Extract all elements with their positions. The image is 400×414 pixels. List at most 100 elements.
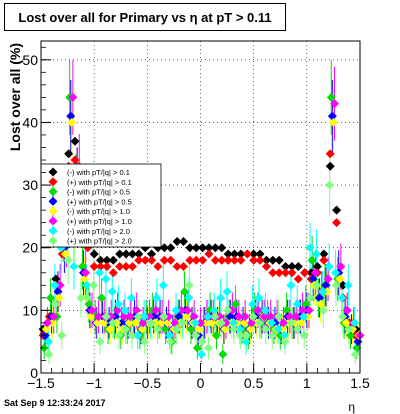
- data-point: [291, 312, 301, 322]
- data-point: [312, 280, 322, 290]
- data-point: [127, 249, 137, 259]
- data-point: [166, 243, 176, 253]
- data-point: [163, 318, 173, 328]
- data-point: [190, 318, 200, 328]
- data-point: [260, 305, 270, 315]
- data-point: [182, 312, 192, 322]
- data-point: [266, 312, 276, 322]
- data-point: [242, 330, 252, 340]
- data-point: [121, 262, 131, 272]
- data-point: [60, 249, 70, 259]
- data-point: [55, 280, 65, 290]
- data-point: [184, 293, 194, 303]
- data-point: [210, 243, 220, 253]
- data-point: [120, 305, 130, 315]
- data-point: [151, 305, 161, 315]
- data-point: [133, 312, 143, 322]
- data-point: [132, 305, 142, 315]
- data-point: [194, 324, 204, 334]
- data-point: [248, 312, 258, 322]
- data-point: [89, 280, 99, 290]
- data-point: [42, 318, 52, 328]
- data-point: [292, 299, 302, 309]
- data-point: [335, 274, 345, 284]
- data-point: [293, 274, 303, 284]
- data-point: [280, 330, 290, 340]
- data-point: [108, 255, 118, 265]
- data-point: [231, 299, 241, 309]
- data-point: [261, 262, 271, 272]
- data-point: [172, 324, 182, 334]
- chart-title-box: Lost over all for Primary vs η at pT > 0…: [4, 3, 286, 31]
- data-point: [92, 318, 102, 328]
- data-point: [77, 262, 87, 272]
- x-tick-label: −0.5: [134, 375, 162, 391]
- data-point: [209, 305, 219, 315]
- data-point: [69, 262, 79, 272]
- data-point: [165, 330, 175, 340]
- y-tick-label: 20: [22, 240, 38, 256]
- data-point: [172, 236, 182, 246]
- data-point: [64, 149, 74, 159]
- data-point: [325, 149, 335, 159]
- legend-label: (+) with pT/|q| > 0.1: [67, 178, 132, 187]
- data-point: [287, 262, 297, 272]
- data-point: [216, 318, 226, 328]
- data-point: [287, 268, 297, 278]
- data-point: [326, 92, 336, 102]
- data-point: [220, 324, 230, 334]
- data-point: [66, 111, 76, 121]
- data-point: [255, 318, 265, 328]
- data-point: [96, 262, 106, 272]
- data-point: [274, 268, 284, 278]
- data-point: [253, 305, 263, 315]
- data-point: [342, 305, 352, 315]
- data-point: [50, 299, 60, 309]
- data-point: [137, 324, 147, 334]
- legend-label: (-) with pT/|q| > 1.0: [67, 207, 130, 216]
- data-point: [185, 255, 195, 265]
- data-point: [184, 280, 194, 290]
- data-point: [102, 255, 112, 265]
- data-point: [222, 287, 232, 297]
- data-point: [203, 312, 213, 322]
- data-point: [293, 262, 303, 272]
- data-point: [172, 262, 182, 272]
- x-tick-label: 1.5: [350, 375, 370, 391]
- x-axis-label: η: [348, 400, 355, 414]
- data-point: [108, 318, 118, 328]
- data-point: [331, 268, 341, 278]
- data-point: [318, 305, 328, 315]
- data-point: [189, 312, 199, 322]
- data-point: [227, 305, 237, 315]
- data-point: [196, 318, 205, 328]
- data-point: [282, 305, 292, 315]
- data-point: [278, 318, 288, 328]
- data-point: [121, 249, 131, 259]
- data-point: [305, 243, 315, 253]
- data-point: [121, 324, 131, 334]
- data-point: [50, 280, 60, 290]
- legend-label: (-) with pT/|q| > 2.0: [67, 227, 130, 236]
- data-point: [133, 330, 143, 340]
- data-point: [311, 249, 321, 259]
- data-point: [43, 337, 53, 347]
- data-point: [41, 324, 51, 334]
- data-point: [191, 243, 201, 253]
- legend-marker: [48, 167, 58, 177]
- data-point: [198, 243, 208, 253]
- data-point: [144, 312, 154, 322]
- data-point: [82, 293, 92, 303]
- data-point: [101, 312, 111, 322]
- data-point: [223, 249, 233, 259]
- x-tick-label: 1: [303, 375, 311, 391]
- data-point: [280, 337, 290, 347]
- data-point: [48, 318, 58, 328]
- data-point: [138, 318, 148, 328]
- data-point: [343, 280, 353, 290]
- data-point: [325, 180, 335, 190]
- data-point: [254, 293, 264, 303]
- data-point: [107, 287, 117, 297]
